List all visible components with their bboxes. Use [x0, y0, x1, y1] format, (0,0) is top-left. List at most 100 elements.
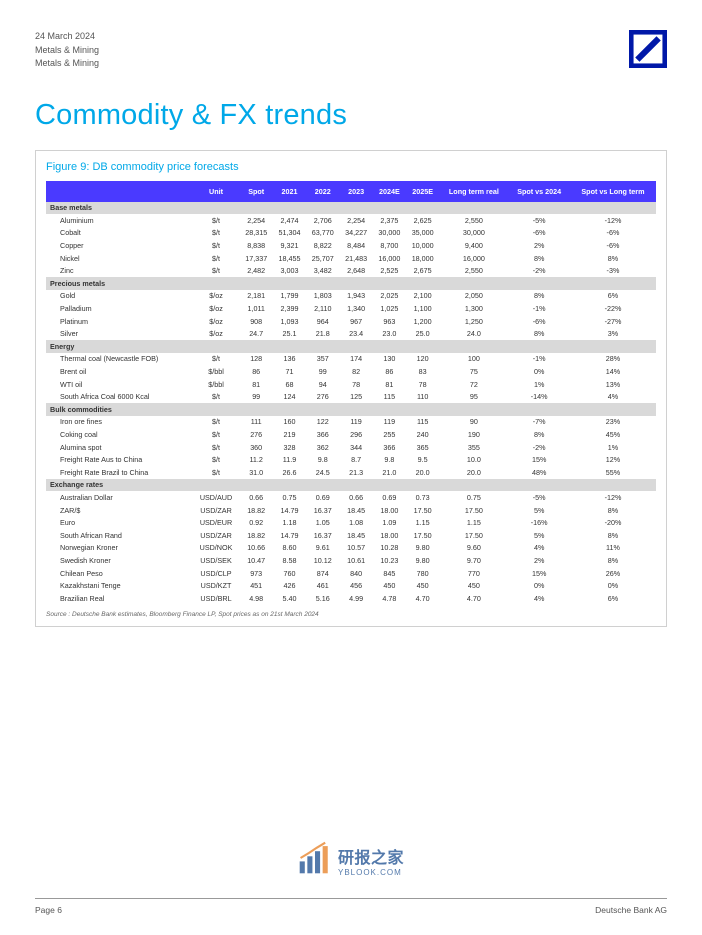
table-cell: 4%	[508, 542, 569, 555]
table-cell: Freight Rate Aus to China	[46, 453, 192, 466]
table-cell: Kazakhstani Tenge	[46, 579, 192, 592]
table-cell: 10.23	[373, 554, 406, 567]
table-cell: 100	[439, 353, 508, 366]
table-cell: 2,625	[406, 214, 439, 227]
table-cell: 1,093	[273, 315, 306, 328]
table-cell: 255	[373, 428, 406, 441]
table-cell: 366	[373, 441, 406, 454]
table-section-label: Precious metals	[46, 277, 656, 290]
table-cell: 5.16	[306, 592, 339, 605]
table-cell: 10.57	[339, 542, 372, 555]
table-section-row: Precious metals	[46, 277, 656, 290]
table-column-header: 2022	[306, 181, 339, 202]
table-cell: 136	[273, 353, 306, 366]
footer-company: Deutsche Bank AG	[595, 905, 667, 915]
table-cell: 0.92	[240, 516, 273, 529]
table-cell: -16%	[508, 516, 569, 529]
table-cell: 8%	[570, 504, 656, 517]
table-cell: -1%	[508, 302, 569, 315]
table-cell: 28,315	[240, 227, 273, 240]
table-cell: 2,399	[273, 302, 306, 315]
table-cell: 8%	[508, 252, 569, 265]
table-cell: 130	[373, 353, 406, 366]
table-cell: 2,025	[373, 290, 406, 303]
table-cell: -12%	[570, 491, 656, 504]
table-cell: 17,337	[240, 252, 273, 265]
page-footer: Page 6 Deutsche Bank AG	[35, 898, 667, 915]
table-row: Palladium$/oz1,0112,3992,1101,3401,0251,…	[46, 302, 656, 315]
table-cell: 6%	[570, 592, 656, 605]
table-section-label: Exchange rates	[46, 479, 656, 492]
table-section-row: Bulk commodities	[46, 403, 656, 416]
table-column-header: 2021	[273, 181, 306, 202]
table-cell: 10.28	[373, 542, 406, 555]
table-cell: 2,648	[339, 264, 372, 277]
table-cell: 8.58	[273, 554, 306, 567]
table-cell: USD/CLP	[192, 567, 239, 580]
table-cell: 23%	[570, 416, 656, 429]
table-cell: -6%	[570, 227, 656, 240]
table-cell: 8%	[508, 428, 569, 441]
table-cell: 8,700	[373, 239, 406, 252]
table-cell: 55%	[570, 466, 656, 479]
table-cell: 296	[339, 428, 372, 441]
header-line3: Metals & Mining	[35, 57, 99, 71]
table-cell: 16.37	[306, 504, 339, 517]
table-cell: 111	[240, 416, 273, 429]
table-cell: -5%	[508, 214, 569, 227]
header-line2: Metals & Mining	[35, 44, 99, 58]
table-cell: Iron ore fines	[46, 416, 192, 429]
table-cell: 366	[306, 428, 339, 441]
table-cell: 99	[240, 390, 273, 403]
table-cell: 21.3	[339, 466, 372, 479]
table-column-header: Unit	[192, 181, 239, 202]
table-cell: Nickel	[46, 252, 192, 265]
table-cell: Gold	[46, 290, 192, 303]
table-cell: -3%	[570, 264, 656, 277]
table-cell: 120	[406, 353, 439, 366]
table-cell: -7%	[508, 416, 569, 429]
table-row: Alumina spot$/t360328362344366365355-2%1…	[46, 441, 656, 454]
table-cell: 3,003	[273, 264, 306, 277]
table-cell: 0.69	[306, 491, 339, 504]
table-cell: 115	[406, 416, 439, 429]
table-cell: Euro	[46, 516, 192, 529]
table-cell: 365	[406, 441, 439, 454]
table-cell: 18.00	[373, 529, 406, 542]
table-cell: -12%	[570, 214, 656, 227]
table-cell: 18,000	[406, 252, 439, 265]
table-cell: 10.61	[339, 554, 372, 567]
table-cell: $/t	[192, 264, 239, 277]
table-cell: Chilean Peso	[46, 567, 192, 580]
table-cell: -22%	[570, 302, 656, 315]
table-cell: 219	[273, 428, 306, 441]
table-cell: 760	[273, 567, 306, 580]
table-cell: 13%	[570, 378, 656, 391]
watermark: 研报之家 YBLOOK.COM	[298, 841, 404, 880]
table-row: Aluminium$/t2,2542,4742,7062,2542,3752,6…	[46, 214, 656, 227]
table-cell: USD/ZAR	[192, 504, 239, 517]
table-cell: 1.15	[406, 516, 439, 529]
source-note: Source : Deutsche Bank estimates, Bloomb…	[46, 611, 656, 618]
table-cell: 0.75	[273, 491, 306, 504]
table-cell: $/t	[192, 390, 239, 403]
table-cell: 75	[439, 365, 508, 378]
table-cell: 4%	[570, 390, 656, 403]
table-cell: 24.7	[240, 327, 273, 340]
table-cell: 9.60	[439, 542, 508, 555]
table-cell: $/t	[192, 353, 239, 366]
table-cell: 26%	[570, 567, 656, 580]
table-cell: USD/SEK	[192, 554, 239, 567]
watermark-sub: YBLOOK.COM	[338, 868, 404, 877]
table-cell: 63,770	[306, 227, 339, 240]
table-row: Kazakhstani TengeUSD/KZT4514264614564504…	[46, 579, 656, 592]
table-cell: 357	[306, 353, 339, 366]
table-cell: 25,707	[306, 252, 339, 265]
table-cell: Brazilian Real	[46, 592, 192, 605]
table-cell: 4.98	[240, 592, 273, 605]
table-cell: -14%	[508, 390, 569, 403]
table-cell: 426	[273, 579, 306, 592]
table-cell: 362	[306, 441, 339, 454]
table-cell: 28%	[570, 353, 656, 366]
table-cell: Zinc	[46, 264, 192, 277]
